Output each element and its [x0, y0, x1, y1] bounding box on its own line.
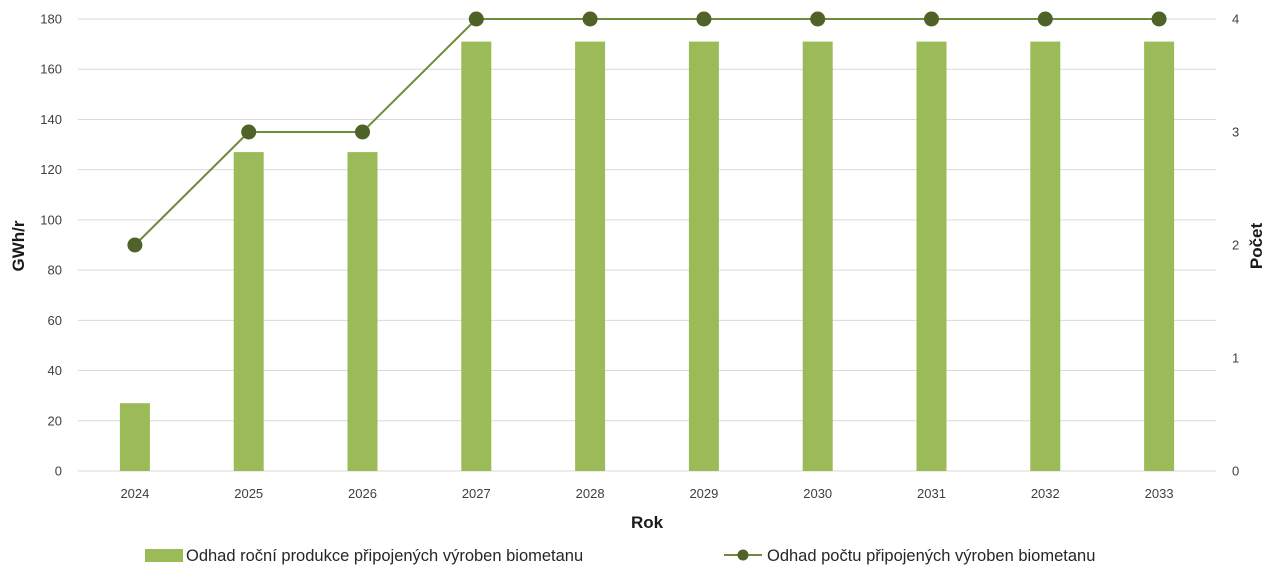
- y-tick-label: 80: [48, 263, 62, 278]
- y2-tick-label: 3: [1232, 125, 1239, 140]
- x-axis-title: Rok: [631, 513, 664, 532]
- legend-line-marker: [737, 549, 749, 561]
- y2-tick-label: 2: [1232, 238, 1239, 253]
- y-tick-label: 160: [40, 62, 62, 77]
- y-axis-title: GWh/r: [9, 220, 28, 271]
- y2-tick-label: 0: [1232, 464, 1239, 479]
- x-axis-ticks: 2024 2025 2026 2027 2028 2029 2030 2031 2032 2033: [120, 486, 1173, 501]
- x-tick-label: 2025: [234, 486, 263, 501]
- line-point: [582, 11, 598, 27]
- bar: [119, 403, 150, 471]
- y-tick-label: 180: [40, 12, 62, 27]
- bar: [1030, 41, 1061, 471]
- line-point: [810, 11, 826, 27]
- bar: [688, 41, 719, 471]
- x-tick-label: 2030: [803, 486, 832, 501]
- line-point: [696, 11, 712, 27]
- bar: [1144, 41, 1175, 471]
- right-axis-ticks: 0 1 2 3 4: [1232, 12, 1239, 479]
- x-tick-label: 2032: [1031, 486, 1060, 501]
- y2-axis-title: Počet: [1247, 223, 1266, 270]
- y-tick-label: 40: [48, 363, 62, 378]
- bar: [233, 152, 264, 472]
- bar: [575, 41, 606, 471]
- line-point: [355, 124, 370, 140]
- line-point: [127, 237, 143, 253]
- x-tick-label: 2026: [348, 486, 377, 501]
- x-tick-label: 2024: [120, 486, 149, 501]
- line-point: [1037, 11, 1053, 27]
- x-tick-label: 2029: [689, 486, 718, 501]
- line-point: [241, 124, 257, 140]
- bar: [802, 41, 833, 471]
- legend-bar-swatch: [145, 549, 183, 562]
- legend-line-label: Odhad počtu připojených výroben biometan…: [767, 547, 1095, 565]
- x-tick-label: 2028: [576, 486, 605, 501]
- bar: [347, 152, 378, 472]
- y-tick-label: 100: [40, 212, 62, 227]
- left-axis-ticks: 0 20 40 60 80 100 120 140 160 180: [40, 12, 62, 479]
- line-point: [924, 11, 939, 27]
- x-tick-label: 2033: [1145, 486, 1174, 501]
- y-tick-label: 20: [48, 413, 62, 428]
- legend: Odhad roční produkce připojených výroben…: [145, 547, 1095, 565]
- series-line: [134, 18, 1160, 246]
- y-tick-label: 120: [40, 162, 62, 177]
- legend-bar-label: Odhad roční produkce připojených výroben…: [186, 547, 583, 565]
- bar: [916, 41, 947, 471]
- x-tick-label: 2031: [917, 486, 946, 501]
- y-tick-label: 0: [55, 464, 62, 479]
- y2-tick-label: 1: [1232, 351, 1239, 366]
- y-tick-label: 60: [48, 313, 62, 328]
- bar-series: [119, 41, 1175, 472]
- y2-tick-label: 4: [1232, 12, 1239, 27]
- line-point: [1151, 11, 1167, 27]
- bar: [461, 41, 492, 471]
- y-tick-label: 140: [40, 112, 62, 127]
- x-tick-label: 2027: [462, 486, 491, 501]
- line-point: [468, 11, 484, 27]
- line-series: [127, 11, 1167, 253]
